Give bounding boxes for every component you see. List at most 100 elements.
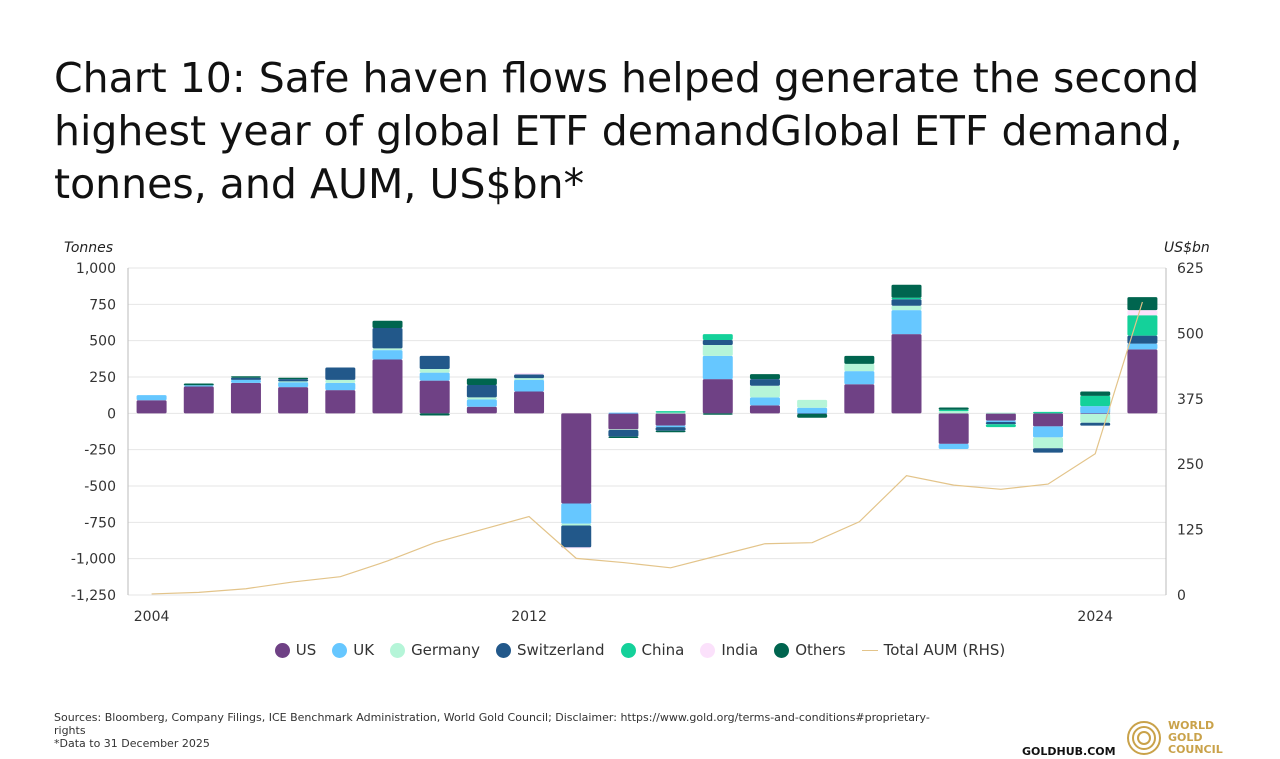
- bar-segment-uk: [561, 503, 592, 524]
- bar-segment-uk: [938, 443, 969, 449]
- bar-segment-others: [230, 376, 261, 378]
- bar-segment-switzerland: [325, 367, 356, 380]
- bar-segment-us: [844, 384, 875, 414]
- bar-segment-germany: [514, 378, 545, 380]
- y2-tick-label: 0: [1177, 588, 1186, 604]
- bar-segment-switzerland: [514, 374, 545, 379]
- y2-tick-label: 625: [1177, 261, 1204, 277]
- bar-segment-us: [702, 379, 733, 414]
- bar-segment-germany: [278, 381, 309, 383]
- bar-segment-us: [608, 413, 639, 430]
- logo-line: WORLD: [1168, 719, 1215, 732]
- legend-item: US: [274, 641, 317, 659]
- logo-line: GOLD: [1168, 731, 1203, 744]
- logo-rings-icon: [1127, 721, 1161, 755]
- legend-item: Germany: [390, 641, 480, 659]
- bar-segment-us: [749, 405, 780, 414]
- bar-segment-us: [891, 334, 922, 414]
- logo-line: COUNCIL: [1168, 743, 1223, 756]
- bar-segment-germany: [561, 523, 592, 526]
- bar-segment-uk: [608, 412, 639, 414]
- bar-segment-others: [183, 383, 214, 386]
- bar-segment-china: [938, 409, 969, 412]
- y-tick-label: 750: [89, 297, 116, 313]
- bar-segment-us: [230, 382, 261, 414]
- bar-segment-germany: [419, 369, 450, 373]
- bar-segment-uk: [1080, 406, 1111, 414]
- legend-item: Total AUM (RHS): [861, 641, 1006, 659]
- bar-segment-uk: [1033, 426, 1064, 438]
- bar-segment-others: [797, 414, 828, 418]
- bar-segment-germany: [749, 385, 780, 398]
- y2-tick-label: 500: [1177, 326, 1204, 342]
- legend-dot-icon: [390, 642, 406, 658]
- bar-segment-switzerland: [372, 328, 403, 349]
- y-tick-label: -750: [84, 515, 116, 531]
- y-tick-label: 500: [89, 334, 116, 350]
- y-tick-label: -1,250: [71, 588, 116, 604]
- bar-segment-switzerland: [702, 339, 733, 346]
- bar-segment-uk: [278, 382, 309, 388]
- bar-segment-uk: [891, 310, 922, 335]
- bar-segment-uk: [183, 385, 214, 387]
- footer-notes: Sources: Bloomberg, Company Filings, ICE…: [54, 711, 934, 750]
- legend-label: India: [721, 641, 759, 659]
- bar-segment-china: [655, 411, 686, 413]
- bar-segment-others: [278, 377, 309, 380]
- y2-tick-label: 125: [1177, 523, 1204, 539]
- bar-segment-us: [655, 413, 686, 426]
- bar-segment-china: [1127, 315, 1158, 336]
- bar-segment-others: [749, 374, 780, 380]
- bar-segment-uk: [1127, 343, 1158, 350]
- y2-tick-label: 250: [1177, 457, 1204, 473]
- bar-segment-us: [372, 359, 403, 414]
- bar-segment-germany: [938, 411, 969, 414]
- aum-line: [151, 301, 1143, 595]
- bar-segment-china: [1080, 395, 1111, 407]
- legend-dot-icon: [496, 642, 512, 658]
- bar-segment-uk: [514, 379, 545, 392]
- bar-segment-others: [372, 320, 403, 329]
- goldhub-link[interactable]: GOLDHUB.COM: [1022, 745, 1116, 758]
- bar-segment-switzerland: [749, 379, 780, 386]
- bar-segment-others: [1080, 391, 1111, 396]
- bar-segment-germany: [985, 412, 1016, 414]
- chart: 1,000 750 500 250 0 -250 -500 -750 -1,000 -1,250 6…: [64, 240, 1210, 625]
- bar-segment-china: [1033, 411, 1064, 414]
- bar-segment-us: [938, 413, 969, 444]
- bar-segment-switzerland: [1033, 448, 1064, 453]
- legend-label: Total AUM (RHS): [883, 641, 1006, 659]
- legend-label: Germany: [411, 641, 481, 659]
- bar-segment-us: [514, 391, 545, 414]
- y-tick-label: 250: [89, 370, 116, 386]
- bar-segment-germany: [466, 397, 497, 400]
- bar-segment-us: [466, 406, 497, 414]
- bar-segment-others: [655, 430, 686, 433]
- bar-segment-germany: [844, 363, 875, 372]
- x-tick-label: 2024: [1077, 609, 1113, 625]
- legend-label: China: [641, 641, 685, 659]
- bar-segment-india: [1127, 310, 1158, 316]
- y-tick-label: 0: [107, 406, 116, 422]
- world-gold-council-logo: WORLD GOLD COUNCIL: [1126, 720, 1223, 756]
- bar-segment-china: [702, 334, 733, 340]
- legend-label: UK: [353, 641, 375, 659]
- bar-segment-germany: [1033, 437, 1064, 449]
- bar-segment-uk: [749, 397, 780, 406]
- bar-segment-china: [891, 297, 922, 300]
- bar-segment-uk: [230, 379, 261, 383]
- sources-text: Sources: Bloomberg, Company Filings, ICE…: [54, 711, 930, 737]
- legend-item: China: [620, 641, 685, 659]
- bar-segment-germany: [891, 305, 922, 311]
- x-tick-label: 2012: [511, 609, 547, 625]
- bar-segment-switzerland: [1127, 335, 1158, 344]
- bar-segment-switzerland: [985, 422, 1016, 425]
- bar-segment-switzerland: [278, 379, 309, 382]
- chart-title: Chart 10: Safe haven flows helped genera…: [54, 54, 1200, 208]
- bar-segment-china: [985, 424, 1016, 428]
- y-tick-label: -1,000: [71, 552, 116, 568]
- legend-label: US: [295, 641, 317, 659]
- bar-segment-uk: [136, 395, 167, 401]
- bar-segment-switzerland: [561, 525, 592, 548]
- bar-segment-germany: [1080, 414, 1111, 423]
